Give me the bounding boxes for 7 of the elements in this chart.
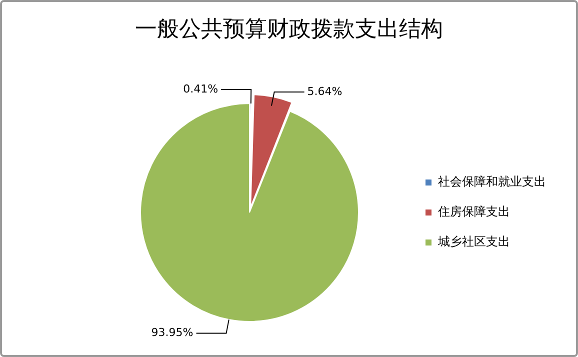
legend-label: 社会保障和就业支出	[438, 174, 546, 189]
chart-title: 一般公共预算财政拨款支出结构	[134, 16, 444, 44]
data-label: 93.95%	[151, 326, 194, 340]
legend-label: 住房保障支出	[437, 204, 510, 219]
legend-label: 城乡社区支出	[437, 234, 510, 249]
data-label: 0.41%	[183, 82, 218, 96]
data-label: 5.64%	[307, 84, 342, 98]
